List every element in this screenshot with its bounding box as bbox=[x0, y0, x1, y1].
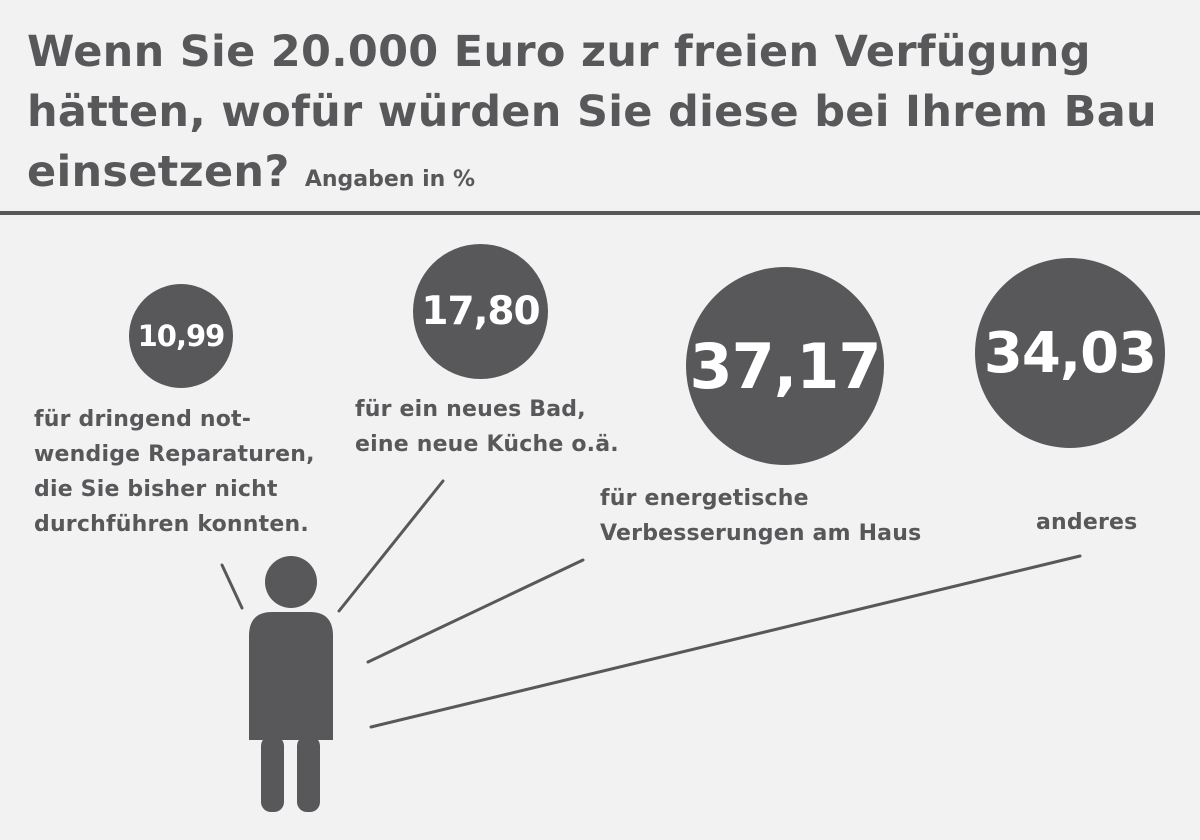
connector-line-0 bbox=[220, 563, 244, 610]
bubble-1: 17,80 bbox=[413, 244, 548, 379]
bubble-2: 37,17 bbox=[686, 267, 884, 465]
title-text: Wenn Sie 20.000 Euro zur freien Verfügun… bbox=[27, 27, 1157, 197]
person-icon bbox=[249, 556, 333, 812]
bubble-3: 34,03 bbox=[975, 258, 1165, 448]
category-label-2: für energetische Verbesserungen am Haus bbox=[600, 486, 922, 546]
category-label-3: anderes bbox=[1036, 510, 1138, 535]
value-label-0: 10,99 bbox=[137, 319, 226, 353]
title-divider bbox=[0, 211, 1200, 215]
connector-line-3 bbox=[369, 554, 1082, 729]
category-label-0: für dringend not- wendige Reparaturen, d… bbox=[34, 407, 315, 537]
connector-line-2 bbox=[366, 558, 585, 664]
bubble-0: 10,99 bbox=[129, 284, 233, 388]
value-label-1: 17,80 bbox=[421, 289, 540, 334]
value-label-3: 34,03 bbox=[983, 320, 1157, 386]
value-label-2: 37,17 bbox=[689, 329, 881, 403]
category-label-1: für ein neues Bad, eine neue Küche o.ä. bbox=[355, 397, 619, 457]
connector-line-1 bbox=[337, 479, 445, 613]
unit-note: Angaben in % bbox=[304, 167, 476, 192]
chart-title: Wenn Sie 20.000 Euro zur freien Verfügun… bbox=[27, 22, 1177, 210]
